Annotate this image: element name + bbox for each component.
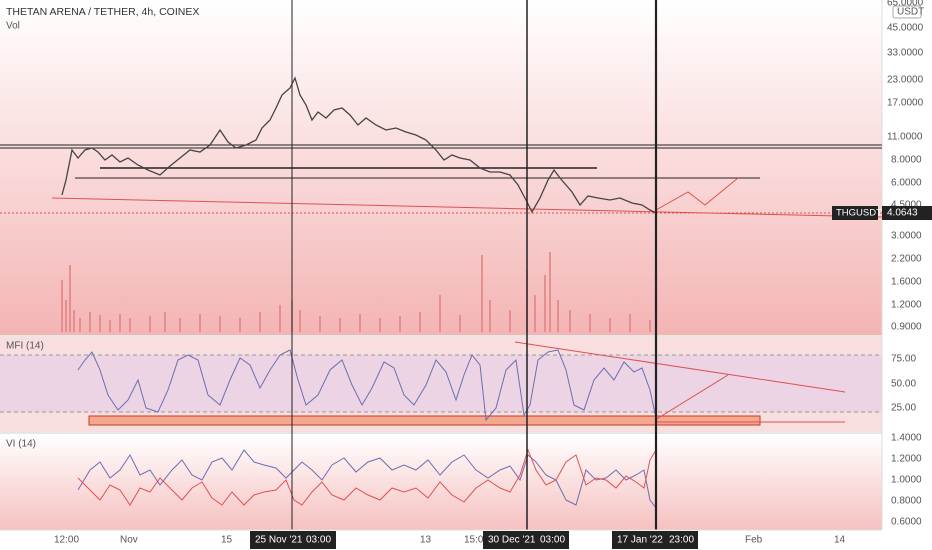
vi-axis-label: 1.0000 <box>891 475 922 486</box>
crosshair-date: 25 Nov '21 <box>255 535 303 546</box>
time-label: 14 <box>834 535 846 546</box>
price-label: 11.0000 <box>887 132 923 143</box>
symbol-tag <box>832 206 878 220</box>
crosshair-date: 17 Jan '22 <box>617 535 663 546</box>
crosshair-tag <box>483 531 569 549</box>
time-label: 13 <box>420 535 432 546</box>
price-label: 33.0000 <box>887 48 924 59</box>
price-tag <box>882 206 932 220</box>
price-label: 0.9000 <box>891 322 922 333</box>
price-label: 65.0000 <box>887 0 924 9</box>
price-label: 23.0000 <box>887 75 924 86</box>
price-label: 6.0000 <box>891 178 922 189</box>
crosshair-date: 30 Dec '21 <box>488 535 536 546</box>
vi-minus <box>77 448 657 506</box>
mfi-series <box>77 349 657 422</box>
price: 4.0643 <box>887 208 918 219</box>
price-label: 17.0000 <box>887 98 924 109</box>
mfi-axis-label: 50.00 <box>891 379 916 390</box>
mfi-axis-label: 75.00 <box>891 354 916 365</box>
price-series <box>61 76 657 214</box>
vi-axis-label: 0.6000 <box>891 517 922 528</box>
price-label: 4.5000 <box>891 200 922 211</box>
symbol: THGUSDT <box>836 208 882 219</box>
time-label: 15:00 <box>464 535 489 546</box>
crosshair-tag <box>612 531 698 549</box>
mfi-band <box>0 355 882 412</box>
vi-axis-label: 1.4000 <box>891 433 922 444</box>
price-label: 3.0000 <box>891 231 922 242</box>
crosshair-time: 03:00 <box>540 535 565 546</box>
crosshair-time: 03:00 <box>306 535 331 546</box>
mfi-axis-label: 25.00 <box>891 403 916 414</box>
vi-label: VI (14) <box>6 439 36 450</box>
vi-pane <box>0 434 882 530</box>
price-label: 1.2000 <box>891 300 922 311</box>
projection-arrow <box>655 177 739 211</box>
price-label: 8.0000 <box>891 155 922 166</box>
crosshair-time: 23:00 <box>669 535 694 546</box>
time-label: Feb <box>745 535 763 546</box>
chart-title: THETAN ARENA / TETHER, 4h, COINEX <box>6 6 199 18</box>
mfi-arrow <box>654 374 729 421</box>
currency: USDT <box>897 7 924 18</box>
price-label: 2.2000 <box>891 254 922 265</box>
trend-line <box>51 197 883 218</box>
price-label: 45.0000 <box>887 23 924 34</box>
mfi-trend <box>514 341 846 393</box>
vi-plus <box>77 449 657 509</box>
zone-box <box>88 415 761 426</box>
mfi-label: MFI (14) <box>6 341 44 352</box>
price-label: 1.6000 <box>891 277 922 288</box>
crosshair-tag <box>250 531 336 549</box>
time-label: 12:00 <box>54 535 79 546</box>
vi-axis-label: 1.2000 <box>891 454 922 465</box>
vi-axis-label: 0.8000 <box>891 496 922 507</box>
time-label: 15 <box>221 535 233 546</box>
volume-label: Vol <box>6 21 20 32</box>
time-label: Nov <box>120 535 138 546</box>
currency-box <box>892 5 922 19</box>
